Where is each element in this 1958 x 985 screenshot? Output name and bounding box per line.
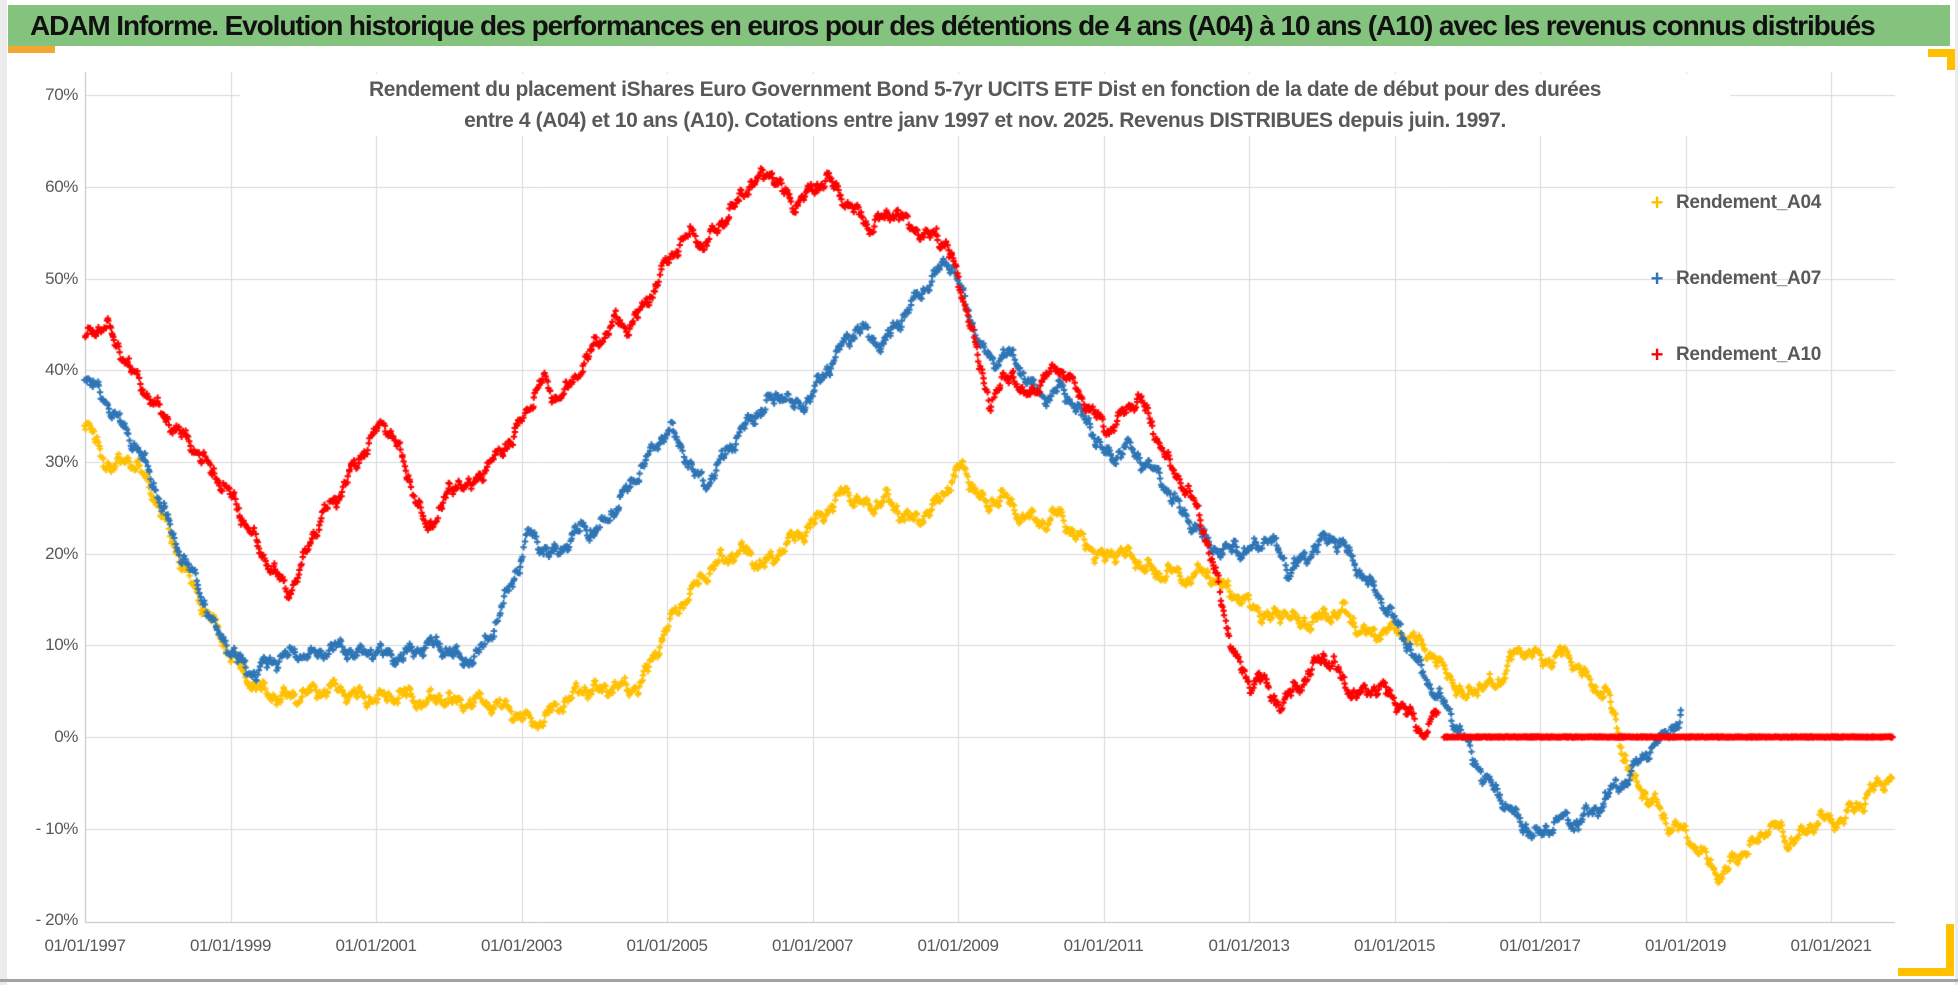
legend-label: Rendement_A04	[1676, 192, 1821, 213]
x-axis-tick-label: 01/01/1997	[44, 936, 126, 955]
y-axis-tick-label: 10%	[45, 635, 78, 655]
x-axis-tick-label: 01/01/2013	[1208, 936, 1290, 955]
chart-title-line2: entre 4 (A04) et 10 ans (A10). Cotations…	[464, 109, 1506, 132]
chart-title: Rendement du placement iShares Euro Gove…	[240, 74, 1730, 136]
y-axis-tick-label: 0%	[54, 727, 78, 746]
y-axis-tick-label: 30%	[45, 451, 78, 471]
plus-marker-icon: +	[1650, 342, 1664, 367]
legend-item-a07: + Rendement_A07	[1648, 266, 1822, 292]
x-axis-tick-label: 01/01/2017	[1499, 936, 1581, 955]
accent-bottom-right	[1898, 968, 1954, 976]
accent-bottom-right-stub	[1946, 924, 1954, 976]
x-axis-tick-label: 01/01/2015	[1353, 936, 1436, 955]
plus-marker-icon: +	[1650, 266, 1664, 291]
chart-title-line1: Rendement du placement iShares Euro Gove…	[368, 78, 1602, 101]
x-axis-tick-label: 01/01/2021	[1790, 936, 1872, 955]
legend-item-a10: + Rendement_A10	[1648, 342, 1822, 368]
y-axis-tick-label: - 10%	[35, 818, 79, 838]
x-axis-tick-label: 01/01/2011	[1063, 936, 1144, 955]
x-axis-tick-label: 01/01/2001	[335, 936, 417, 955]
plus-marker-icon: +	[1650, 190, 1664, 215]
x-axis-tick-label: 01/01/2005	[626, 936, 708, 955]
y-axis-tick-label: - 20%	[35, 910, 79, 930]
x-axis-tick-label: 01/01/2003	[480, 936, 563, 955]
page-bottom-border	[0, 979, 1958, 982]
y-axis-tick-label: 50%	[45, 268, 78, 288]
y-axis-tick-label: 70%	[45, 85, 78, 105]
legend-label: Rendement_A07	[1676, 268, 1821, 289]
y-axis-tick-label: 20%	[45, 543, 78, 563]
x-axis-tick-label: 01/01/1999	[189, 936, 272, 955]
x-axis-tick-label: 01/01/2009	[917, 936, 999, 955]
x-axis-tick-label: 01/01/2019	[1644, 936, 1727, 955]
legend-item-a04: + Rendement_A04	[1648, 190, 1822, 216]
legend-label: Rendement_A10	[1676, 344, 1821, 365]
y-axis-tick-label: 60%	[45, 176, 78, 196]
y-axis-tick-label: 40%	[45, 360, 78, 380]
x-axis-tick-label: 01/01/2007	[771, 936, 854, 955]
